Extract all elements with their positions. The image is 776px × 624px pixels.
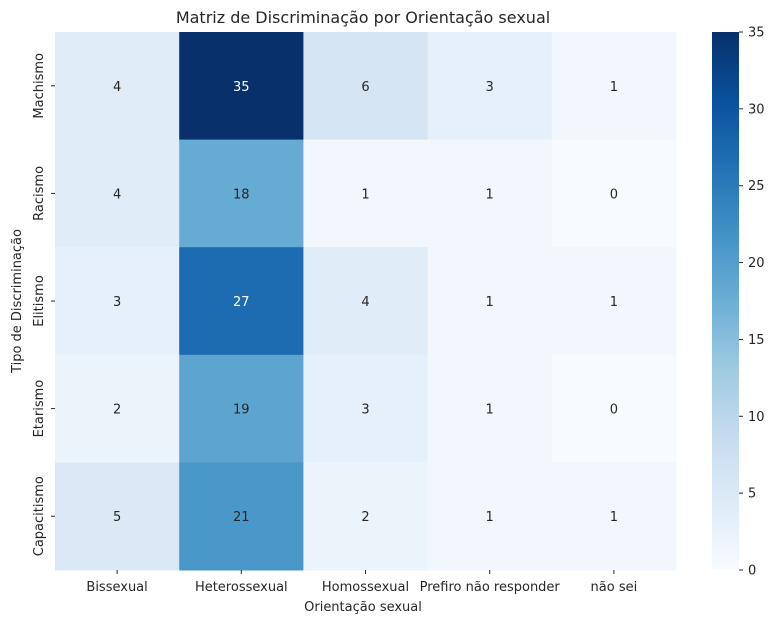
x-axis: Bissexual Heterossexual Homossexual Prefiro…: [86, 570, 637, 595]
heatmap-cell: [551, 462, 677, 571]
cell-value-label: 1: [486, 295, 494, 310]
cell-value-label: 4: [113, 187, 121, 202]
cell-value-label: 19: [233, 403, 250, 418]
colorbar-tick-label: 20: [748, 256, 765, 271]
colorbar-tick-label: 0: [748, 564, 756, 579]
cell-value-label: 0: [610, 187, 618, 202]
y-tick-label: Etarismo: [32, 380, 47, 438]
x-tick-label: Heterossexual: [195, 580, 288, 595]
heatmap-cell: [179, 139, 304, 248]
heatmap-cell: [303, 139, 429, 248]
heatmap-cell: [55, 139, 180, 248]
heatmap-cells: 4 35 6 3 14 18 1 1 03 27 4 1 12 19 3 1 05 21 2 1 1: [55, 32, 677, 571]
heatmap-cell: [551, 139, 677, 248]
heatmap-cell: [427, 32, 553, 141]
cell-value-label: 1: [486, 403, 494, 418]
cell-value-label: 21: [233, 510, 250, 525]
cell-value-label: 3: [361, 403, 369, 418]
chart-title: Matriz de Discriminação por Orientação s…: [176, 8, 550, 27]
y-tick-label: Capacitismo: [32, 476, 47, 556]
cell-value-label: 1: [610, 80, 618, 95]
x-axis-label: Orientação sexual: [304, 600, 422, 615]
cell-value-label: 1: [486, 187, 494, 202]
cell-value-label: 2: [361, 510, 369, 525]
heatmap-cell: [303, 32, 429, 141]
x-tick-label: Homossexual: [322, 580, 409, 595]
colorbar-gradient: [712, 32, 739, 570]
colorbar-tick-label: 10: [748, 410, 765, 425]
heatmap-cell: [303, 354, 429, 463]
y-tick-label: Elitismo: [32, 275, 47, 327]
heatmap-cell: [427, 247, 553, 356]
colorbar-tick-label: 30: [748, 102, 765, 117]
cell-value-label: 0: [610, 403, 618, 418]
cell-value-label: 35: [233, 80, 250, 95]
heatmap-cell: [303, 462, 429, 571]
cell-value-label: 3: [113, 295, 121, 310]
colorbar-tick-label: 15: [748, 333, 765, 348]
cell-value-label: 4: [113, 80, 121, 95]
heatmap-cell: [427, 462, 553, 571]
x-tick-label: Bissexual: [86, 580, 147, 595]
heatmap-cell: [179, 354, 304, 463]
cell-value-label: 18: [233, 187, 250, 202]
heatmap-cell: [179, 247, 304, 356]
heatmap-cell: [303, 247, 429, 356]
colorbar: 0 5 10 15 20 25 30 35: [712, 26, 765, 579]
heatmap-cell: [179, 32, 304, 141]
cell-value-label: 1: [610, 510, 618, 525]
heatmap-cell: [55, 462, 180, 571]
heatmap-cell: [551, 354, 677, 463]
y-axis: Machismo Racismo Elitismo Etarismo Capacitis…: [32, 53, 55, 556]
heatmap-cell: [427, 354, 553, 463]
y-tick-label: Machismo: [32, 53, 47, 119]
heatmap-cell: [427, 139, 553, 248]
heatmap-cell: [551, 247, 677, 356]
cell-value-label: 1: [486, 510, 494, 525]
colorbar-tick-label: 5: [748, 487, 756, 502]
heatmap-cell: [179, 462, 304, 571]
heatmap-cell: [55, 247, 180, 356]
x-tick-label: Prefiro não responder: [420, 580, 561, 595]
cell-value-label: 27: [233, 295, 250, 310]
x-tick-label: não sei: [591, 580, 638, 595]
cell-value-label: 5: [113, 510, 121, 525]
cell-value-label: 1: [361, 187, 369, 202]
heatmap-cell: [55, 354, 180, 463]
y-axis-label: Tipo de Discriminação: [10, 229, 25, 374]
cell-value-label: 1: [610, 295, 618, 310]
cell-value-label: 3: [486, 80, 494, 95]
colorbar-tick-label: 25: [748, 179, 765, 194]
cell-value-label: 6: [361, 80, 369, 95]
cell-value-label: 2: [113, 403, 121, 418]
cell-value-label: 4: [361, 295, 369, 310]
y-tick-label: Racismo: [32, 166, 47, 221]
heatmap-cell: [55, 32, 180, 141]
colorbar-tick-label: 35: [748, 26, 765, 41]
heatmap-cell: [551, 32, 677, 141]
